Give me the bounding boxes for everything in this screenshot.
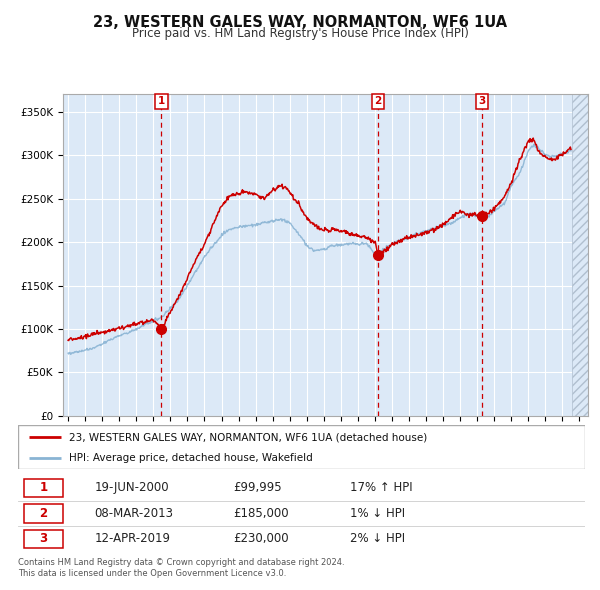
Text: 2: 2 xyxy=(374,96,382,106)
Text: 17% ↑ HPI: 17% ↑ HPI xyxy=(350,481,412,494)
Text: 19-JUN-2000: 19-JUN-2000 xyxy=(95,481,169,494)
FancyBboxPatch shape xyxy=(23,530,64,548)
Text: 08-MAR-2013: 08-MAR-2013 xyxy=(95,507,173,520)
Text: 1% ↓ HPI: 1% ↓ HPI xyxy=(350,507,405,520)
FancyBboxPatch shape xyxy=(18,425,585,469)
Text: 1: 1 xyxy=(40,481,47,494)
Text: 23, WESTERN GALES WAY, NORMANTON, WF6 1UA (detached house): 23, WESTERN GALES WAY, NORMANTON, WF6 1U… xyxy=(69,432,427,442)
Text: £230,000: £230,000 xyxy=(233,532,289,545)
Text: 1: 1 xyxy=(158,96,165,106)
Text: HPI: Average price, detached house, Wakefield: HPI: Average price, detached house, Wake… xyxy=(69,453,313,463)
FancyBboxPatch shape xyxy=(23,504,64,523)
Text: Price paid vs. HM Land Registry's House Price Index (HPI): Price paid vs. HM Land Registry's House … xyxy=(131,27,469,40)
Text: 23, WESTERN GALES WAY, NORMANTON, WF6 1UA: 23, WESTERN GALES WAY, NORMANTON, WF6 1U… xyxy=(93,15,507,30)
Text: £99,995: £99,995 xyxy=(233,481,282,494)
Text: 3: 3 xyxy=(478,96,485,106)
Text: 3: 3 xyxy=(40,532,47,545)
Text: 12-APR-2019: 12-APR-2019 xyxy=(95,532,170,545)
Text: Contains HM Land Registry data © Crown copyright and database right 2024.
This d: Contains HM Land Registry data © Crown c… xyxy=(18,558,344,578)
Text: £185,000: £185,000 xyxy=(233,507,289,520)
FancyBboxPatch shape xyxy=(23,478,64,497)
Text: 2: 2 xyxy=(40,507,47,520)
Text: 2% ↓ HPI: 2% ↓ HPI xyxy=(350,532,405,545)
